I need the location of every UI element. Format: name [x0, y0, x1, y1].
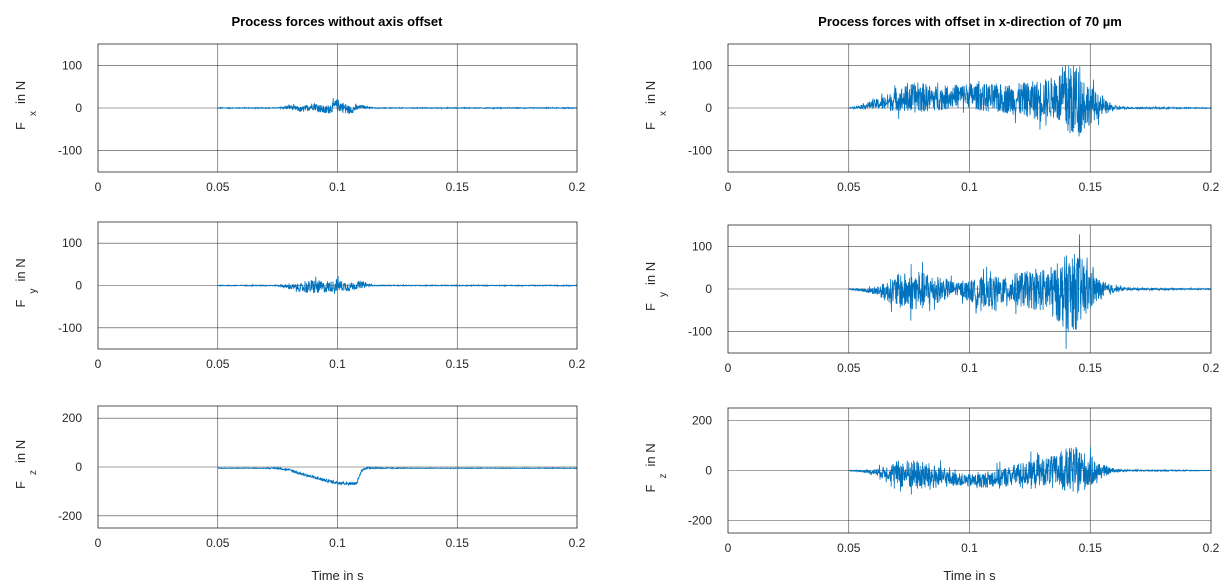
y-tick-label: 0 [705, 101, 712, 115]
y-tick-label: 200 [62, 411, 82, 425]
axes-frame [727, 43, 1212, 173]
subplot-left-0: 0 0.05 0.1 0.15 0.2 100 0 -100 Fx in N Process for… [13, 14, 586, 194]
y-axis-label-subscript: z [28, 470, 39, 475]
x-tick-label: 0.2 [569, 536, 586, 550]
y-axis-label: Fy in N [13, 258, 39, 307]
axes-frame [97, 405, 578, 529]
x-tick-label: 0.15 [446, 180, 470, 194]
y-tick-label: -100 [688, 144, 712, 158]
subplot-right-2: 0 0.05 0.1 0.15 0.2 200 0 -200 Fz in N Time in s [643, 407, 1220, 583]
y-axis-label-subscript: y [658, 292, 669, 297]
x-tick-label: 0.05 [206, 536, 230, 550]
y-axis-label-symbol: F [13, 481, 28, 489]
axes-frame [727, 224, 1212, 354]
subplot-right-0: 0 0.05 0.1 0.15 0.2 100 0 -100 Fx in N Process for… [643, 14, 1220, 194]
y-tick-label: -200 [58, 509, 82, 523]
x-tick-label: 0.2 [1203, 180, 1220, 194]
x-tick-label: 0.05 [206, 180, 230, 194]
y-tick-label: 200 [692, 414, 712, 428]
y-tick-label: 0 [705, 464, 712, 478]
x-tick-label: 0 [95, 180, 102, 194]
y-axis-label-unit: in N [13, 81, 28, 104]
force-signal-line [848, 446, 1212, 495]
y-axis-label-subscript: x [658, 111, 669, 116]
y-tick-label: -100 [688, 325, 712, 339]
y-tick-label: -200 [688, 514, 712, 528]
x-tick-label: 0.05 [206, 357, 230, 371]
y-axis-label-unit: in N [643, 443, 658, 466]
x-tick-label: 0.1 [961, 180, 978, 194]
x-tick-label: 0.05 [837, 180, 861, 194]
y-axis-label: Fx in N [13, 81, 39, 130]
y-axis-label-unit: in N [643, 81, 658, 104]
x-tick-label: 0 [95, 536, 102, 550]
y-tick-label: 0 [75, 101, 82, 115]
x-tick-label: 0.15 [1079, 361, 1103, 375]
x-tick-label: 0.1 [329, 536, 346, 550]
x-tick-label: 0.2 [569, 180, 586, 194]
y-tick-label: 0 [705, 282, 712, 296]
x-tick-label: 0.15 [446, 357, 470, 371]
y-tick-label: 0 [75, 279, 82, 293]
x-tick-label: 0.1 [961, 541, 978, 555]
force-signal-line [848, 234, 1212, 349]
x-tick-label: 0.15 [1079, 541, 1103, 555]
y-tick-label: 100 [692, 58, 712, 72]
x-tick-label: 0 [725, 180, 732, 194]
y-axis-label-subscript: y [28, 289, 39, 294]
y-tick-label: 100 [62, 58, 82, 72]
force-signal-line [217, 276, 578, 294]
force-signal-line [848, 65, 1212, 137]
force-signal-line [217, 465, 578, 487]
x-tick-label: 0.1 [961, 361, 978, 375]
x-tick-label: 0 [725, 361, 732, 375]
y-axis-label: Fy in N [643, 262, 669, 311]
y-tick-label: 0 [75, 460, 82, 474]
x-tick-label: 0.15 [446, 536, 470, 550]
x-tick-label: 0.2 [1203, 361, 1220, 375]
y-axis-label-symbol: F [643, 122, 658, 130]
y-tick-label: -100 [58, 144, 82, 158]
x-tick-label: 0.05 [837, 361, 861, 375]
y-axis-label: Fz in N [643, 443, 669, 492]
y-tick-label: 100 [692, 239, 712, 253]
subplot-left-2: 0 0.05 0.1 0.15 0.2 200 0 -200 Fz in N Time in s [13, 405, 586, 583]
x-tick-label: 0.1 [329, 357, 346, 371]
subplot-left-1: 0 0.05 0.1 0.15 0.2 100 0 -100 Fy in N [13, 221, 586, 371]
x-tick-label: 0.1 [329, 180, 346, 194]
y-axis-label-symbol: F [13, 122, 28, 130]
y-axis-label-symbol: F [643, 485, 658, 493]
x-tick-label: 0 [95, 357, 102, 371]
y-axis-label-symbol: F [643, 303, 658, 311]
axes-frame [97, 221, 578, 350]
subplot-right-1: 0 0.05 0.1 0.15 0.2 100 0 -100 Fy in N [643, 224, 1220, 375]
x-tick-label: 0.15 [1079, 180, 1103, 194]
x-axis-label: Time in s [943, 568, 996, 583]
y-tick-label: 100 [62, 236, 82, 250]
y-tick-label: -100 [58, 321, 82, 335]
subplot-title: Process forces without axis offset [232, 14, 444, 29]
x-tick-label: 0.2 [1203, 541, 1220, 555]
y-axis-label-unit: in N [643, 262, 658, 285]
y-axis-label-subscript: z [658, 474, 669, 479]
y-axis-label-unit: in N [13, 258, 28, 281]
force-signal-line [217, 98, 578, 114]
x-tick-label: 0.05 [837, 541, 861, 555]
y-axis-label: Fx in N [643, 81, 669, 130]
subplot-title: Process forces with offset in x-directio… [818, 14, 1122, 29]
y-axis-label: Fz in N [13, 440, 39, 489]
x-tick-label: 0 [725, 541, 732, 555]
axes-frame [727, 407, 1212, 534]
x-axis-label: Time in s [311, 568, 364, 583]
y-axis-label-subscript: x [28, 111, 39, 116]
x-tick-label: 0.2 [569, 357, 586, 371]
axes-frame [97, 43, 578, 173]
y-axis-label-unit: in N [13, 440, 28, 463]
y-axis-label-symbol: F [13, 300, 28, 308]
